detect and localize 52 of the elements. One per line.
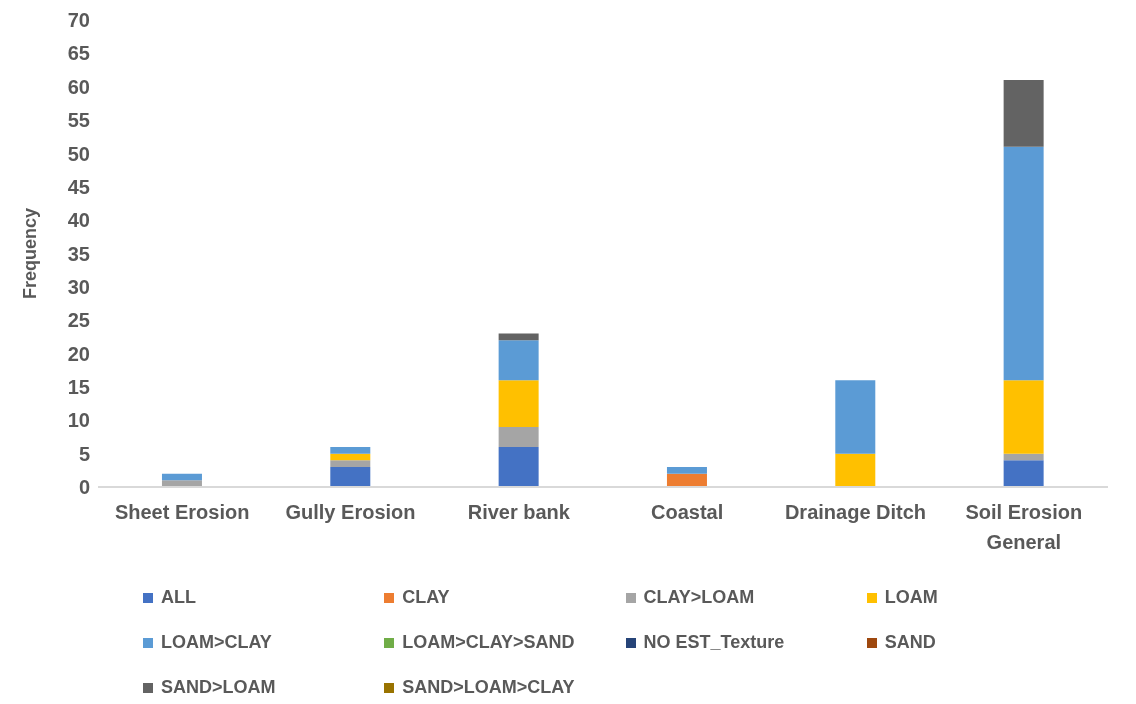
bar [1003,380,1044,454]
legend-label: SAND>LOAM>CLAY [402,677,575,698]
y-tick-label: 40 [67,209,90,232]
x-tick-label: Sheet Erosion [114,501,250,523]
x-tick-label: Gully Erosion [285,501,416,523]
y-tick-label: 0 [78,476,90,499]
bar [1003,146,1044,381]
bar [1003,460,1044,487]
bar [498,380,539,427]
bar [498,446,539,487]
bar [1003,453,1044,461]
legend-label: CLAY [402,587,450,608]
y-tick-label: 30 [67,275,90,298]
bar [1003,80,1044,147]
legend-label: ALL [161,587,196,608]
bar [161,473,202,481]
legend-label: CLAY>LOAM [643,587,755,608]
y-axis-title: Frequency [20,207,41,300]
y-tick-label: 15 [67,376,90,399]
y-tick-label: 50 [67,142,90,165]
bar [666,466,707,474]
bar [498,426,539,447]
bar [330,466,371,487]
y-tick-label: 55 [67,109,90,132]
y-tick-label: 60 [67,75,90,98]
legend-label: LOAM [884,587,938,608]
bar [498,333,539,341]
bar [161,480,202,487]
bar [498,340,539,381]
legend-label: SAND>LOAM [161,677,276,698]
x-tick-label: Coastal [651,501,724,523]
x-tick-label: Soil Erosion General [965,501,1083,553]
y-tick-label: 25 [67,309,90,332]
y-tick-label: 10 [67,409,90,432]
legend-label: LOAM>CLAY [161,632,272,653]
bar [330,453,371,461]
y-tick-label: 20 [67,342,90,365]
y-tick-label: 65 [67,42,90,65]
y-tick-label: 45 [67,175,90,198]
y-tick-label: 70 [67,9,90,32]
bar [835,453,876,487]
legend-label: NO EST_Texture [643,632,785,653]
legend-label: SAND [884,632,936,653]
y-tick-label: 35 [67,242,90,265]
y-tick-label: 5 [78,442,90,465]
bar [835,380,876,454]
bar [330,446,371,454]
bar [330,460,371,467]
x-tick-label: River bank [467,501,571,523]
x-tick-label: Drainage Ditch [784,501,927,523]
legend-label: LOAM>CLAY>SAND [402,632,575,653]
bar [666,473,707,487]
